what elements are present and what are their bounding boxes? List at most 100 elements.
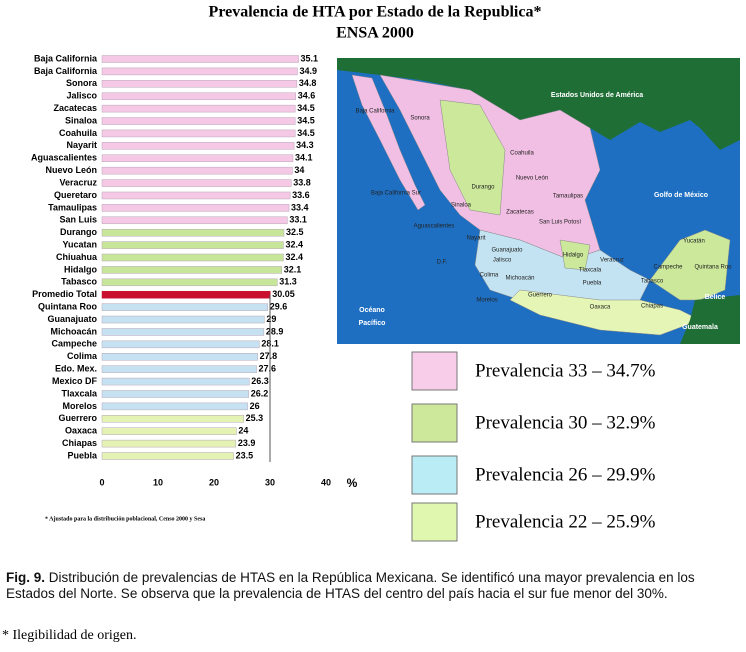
bar — [101, 216, 288, 225]
bar — [101, 427, 237, 435]
y-tick-label: Puebla — [67, 450, 98, 460]
map-label: Guerrero — [528, 293, 553, 299]
y-tick-label: Guerrero — [58, 413, 97, 423]
map-label: Nayarit — [466, 236, 485, 242]
legend-label: Prevalencia 26 – 29.9% — [475, 464, 656, 485]
map-label: Durango — [471, 185, 495, 191]
value-label: 34.5 — [297, 103, 315, 113]
value-label: 33.4 — [291, 202, 309, 212]
bar — [101, 104, 296, 113]
y-tick-label: Tlaxcala — [61, 388, 98, 398]
value-label: 26.3 — [251, 376, 269, 386]
y-tick-label: Hidalgo — [64, 264, 98, 274]
map-label: Guanajuato — [491, 248, 523, 254]
map-label: Tlaxcala — [579, 268, 602, 274]
value-label: 25.3 — [246, 413, 264, 423]
y-tick-label: Yucatan — [62, 239, 97, 249]
bar — [101, 191, 291, 200]
map-label: Estados Unidos de América — [551, 92, 643, 99]
bar — [101, 303, 269, 311]
y-tick-label: Baja California — [34, 53, 98, 63]
map-label: Morelos — [476, 298, 497, 304]
y-tick-label: Nayarit — [66, 140, 97, 150]
x-tick-label: 20 — [209, 477, 219, 487]
map-label: Michoacán — [505, 276, 534, 282]
bar — [101, 179, 292, 187]
bar — [101, 67, 298, 76]
x-tick-label: 30 — [265, 477, 275, 487]
value-label: 26 — [250, 401, 260, 411]
value-label: 32.5 — [286, 227, 304, 237]
value-label: 24 — [238, 426, 248, 436]
y-tick-label: Promedio Total — [32, 289, 97, 299]
legend-label: Prevalencia 30 – 32.9% — [475, 412, 656, 433]
bar — [101, 377, 250, 386]
bar — [101, 55, 299, 63]
legend-swatch — [411, 403, 458, 443]
bar — [101, 80, 298, 88]
caption-label: Fig. 9. — [6, 570, 46, 585]
map-label: Yucatán — [683, 239, 705, 245]
y-tick-label: Guanajuato — [47, 314, 97, 324]
map-label: Campeche — [653, 265, 683, 271]
value-label: 34.6 — [298, 91, 316, 101]
map-label: Baja California — [355, 109, 395, 115]
map-hidalgo — [559, 239, 591, 271]
map-label: Tabasco — [641, 279, 664, 285]
map-label: Zacatecas — [506, 210, 534, 216]
legend-swatch — [411, 502, 458, 542]
value-label: 32.4 — [285, 239, 303, 249]
map-label: Colima — [480, 273, 499, 279]
y-tick-label: Chiuahua — [56, 252, 98, 262]
y-tick-label: San Luis — [59, 215, 97, 225]
map-label: Nuevo León — [516, 176, 548, 182]
y-tick-label: Coahuila — [59, 128, 98, 138]
y-tick-label: Oaxaca — [65, 426, 98, 436]
value-label: 34.3 — [296, 140, 314, 150]
bar — [101, 129, 296, 138]
y-tick-label: Colima — [67, 351, 98, 361]
value-label: 23.5 — [236, 450, 254, 460]
map-south — [509, 289, 701, 336]
map-label: Guatemala — [682, 324, 718, 331]
y-tick-label: Tabasco — [61, 277, 97, 287]
map-label: Océano — [359, 307, 385, 314]
map-label: Oaxaca — [590, 305, 611, 311]
bar — [101, 154, 294, 162]
bar — [101, 328, 265, 336]
map-label: Puebla — [583, 281, 602, 287]
bar — [101, 92, 297, 100]
value-label: 29.6 — [270, 302, 288, 312]
map-label: Veracruz — [600, 258, 624, 264]
value-label: 33.6 — [292, 190, 310, 200]
y-tick-label: Zacatecas — [53, 103, 97, 113]
map-label: Quintana Roo — [694, 265, 732, 271]
map-label: Aguascalientes — [414, 224, 455, 230]
value-label: 33.1 — [289, 215, 307, 225]
legend-swatch — [411, 351, 458, 391]
value-label: 26.2 — [251, 388, 269, 398]
y-tick-label: Sinaloa — [65, 115, 98, 125]
map-baja — [351, 74, 426, 211]
map-label: Belice — [705, 294, 726, 301]
value-label: 28.9 — [266, 326, 284, 336]
map-label: Tamaulipas — [553, 194, 583, 200]
y-tick-label: Campeche — [51, 339, 97, 349]
y-tick-label: Mexico DF — [52, 376, 98, 386]
caption: Fig. 9. Distribución de prevalencias de … — [6, 570, 738, 602]
value-label: 29 — [266, 314, 276, 324]
value-label: 34.5 — [297, 115, 315, 125]
map-label: Pacífico — [359, 320, 386, 327]
map-label: D.F. — [437, 260, 448, 266]
bar — [101, 142, 295, 150]
value-label: 35.1 — [301, 53, 319, 63]
map-label: Chiapas — [641, 304, 663, 310]
value-label: 32.4 — [285, 252, 303, 262]
bar — [101, 340, 260, 349]
y-tick-label: Durango — [60, 227, 98, 237]
y-tick-label: Aguascalientes — [31, 153, 97, 163]
value-label: 30.05 — [272, 289, 295, 299]
bar — [101, 390, 249, 398]
bar — [101, 415, 244, 423]
map-chih-dgo — [439, 99, 506, 216]
